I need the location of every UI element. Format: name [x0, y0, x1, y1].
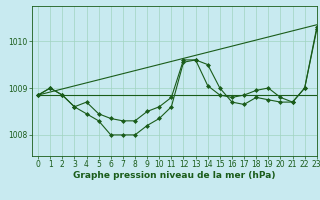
X-axis label: Graphe pression niveau de la mer (hPa): Graphe pression niveau de la mer (hPa): [73, 171, 276, 180]
